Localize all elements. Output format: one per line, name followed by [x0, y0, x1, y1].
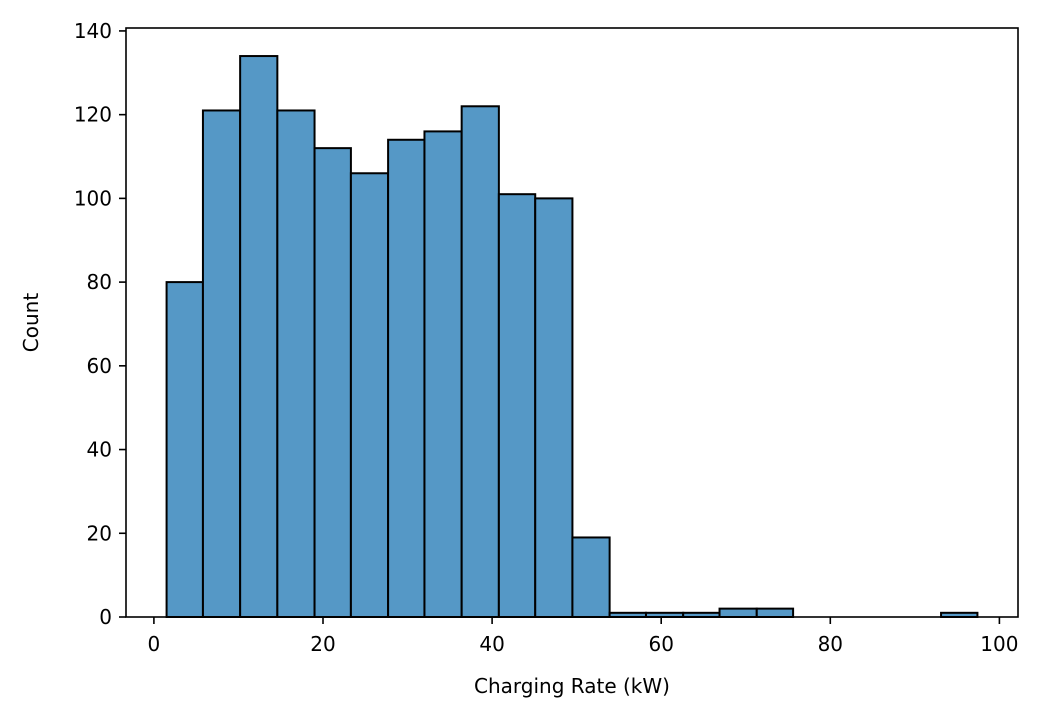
histogram-bar-11 [571, 536, 611, 618]
x-tick-label: 0 [148, 632, 161, 656]
plot-frame [125, 27, 1019, 618]
y-tick-label: 0 [99, 605, 112, 629]
histogram-bar-3 [276, 109, 316, 618]
x-axis-label: Charging Rate (kW) [474, 674, 670, 698]
y-tick-label: 80 [87, 270, 112, 294]
x-tick-label: 20 [310, 632, 335, 656]
y-tick-label: 20 [87, 521, 112, 545]
histogram-bar-2 [239, 55, 279, 619]
y-tick-label: 120 [74, 103, 112, 127]
y-tick-label: 100 [74, 186, 112, 210]
y-tick-label: 60 [87, 354, 112, 378]
bars-group [165, 55, 979, 619]
histogram-bar-1 [201, 109, 242, 618]
x-tick-label: 80 [818, 632, 843, 656]
y-tick-label: 140 [74, 19, 112, 43]
x-tick-label: 60 [648, 632, 673, 656]
histogram-bar-8 [460, 105, 500, 618]
histogram-bar-15 [718, 607, 758, 618]
histogram-bar-7 [423, 130, 463, 618]
y-axis-ticks: 0 20 40 60 80 100 120 140 [74, 19, 126, 629]
histogram-bar-6 [387, 138, 426, 618]
histogram-bar-16 [755, 607, 795, 618]
y-axis-label: Count [19, 293, 43, 353]
histogram-bar-9 [497, 193, 537, 619]
x-tick-label: 40 [479, 632, 504, 656]
y-tick-label: 40 [87, 438, 112, 462]
x-tick-label: 100 [980, 632, 1018, 656]
x-axis-ticks: 0 20 40 60 80 100 [148, 617, 1018, 656]
histogram-bar-0 [165, 281, 204, 618]
histogram-bar-4 [313, 147, 352, 618]
histogram-bar-5 [349, 172, 390, 619]
histogram-bar-10 [534, 197, 574, 618]
